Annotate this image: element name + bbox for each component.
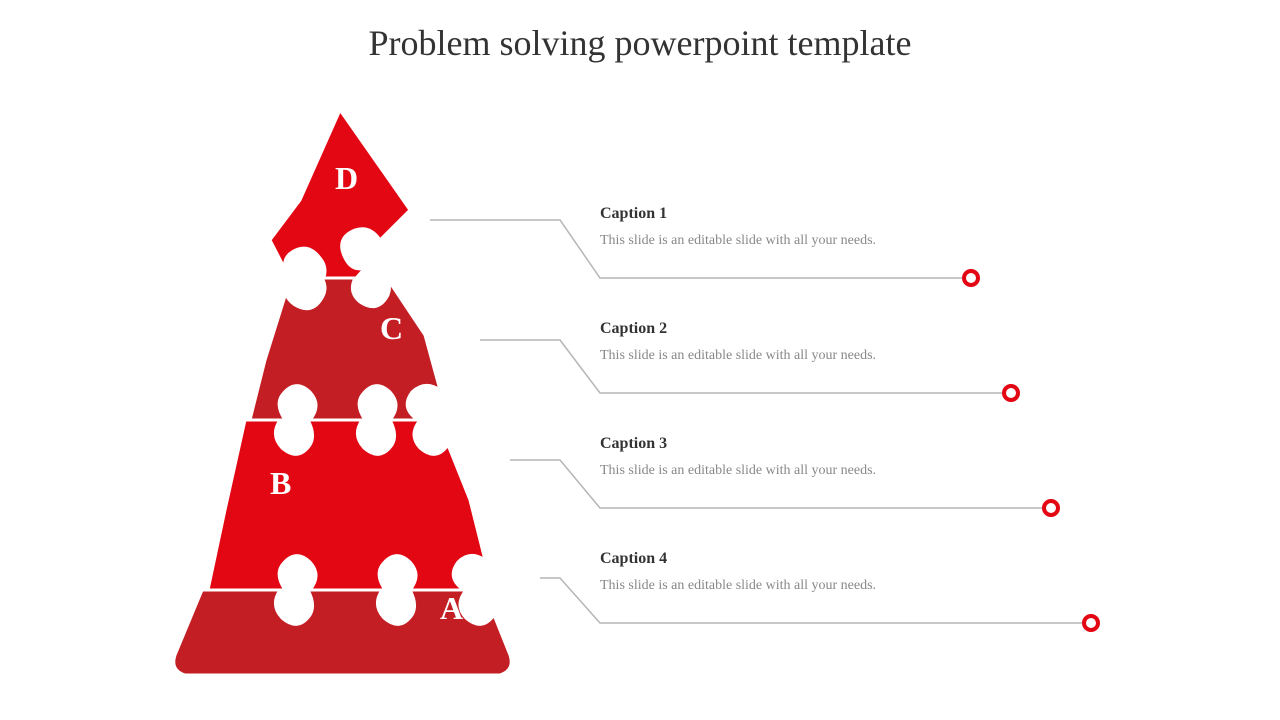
connector-end-1 — [962, 269, 980, 287]
caption-4-title: Caption 4 — [600, 550, 1080, 568]
caption-3: Caption 3 This slide is an editable slid… — [600, 435, 1080, 481]
puzzle-piece-b — [208, 420, 485, 590]
caption-4-desc: This slide is an editable slide with all… — [600, 576, 1080, 596]
caption-3-desc: This slide is an editable slide with all… — [600, 461, 1080, 481]
piece-label-a: A — [440, 590, 463, 627]
caption-2-title: Caption 2 — [600, 320, 1080, 338]
piece-label-b: B — [270, 465, 291, 502]
caption-1-title: Caption 1 — [600, 205, 1080, 223]
caption-2: Caption 2 This slide is an editable slid… — [600, 320, 1080, 366]
puzzle-piece-c — [250, 275, 440, 420]
caption-4: Caption 4 This slide is an editable slid… — [600, 550, 1080, 596]
piece-label-d: D — [335, 160, 358, 197]
connector-end-2 — [1002, 384, 1020, 402]
piece-label-c: C — [380, 310, 403, 347]
caption-2-desc: This slide is an editable slide with all… — [600, 346, 1080, 366]
slide-title: Problem solving powerpoint template — [0, 22, 1280, 64]
caption-3-title: Caption 3 — [600, 435, 1080, 453]
caption-1: Caption 1 This slide is an editable slid… — [600, 205, 1080, 251]
connector-end-3 — [1042, 499, 1060, 517]
connector-end-4 — [1082, 614, 1100, 632]
caption-1-desc: This slide is an editable slide with all… — [600, 231, 1080, 251]
puzzle-piece-d — [270, 110, 410, 285]
